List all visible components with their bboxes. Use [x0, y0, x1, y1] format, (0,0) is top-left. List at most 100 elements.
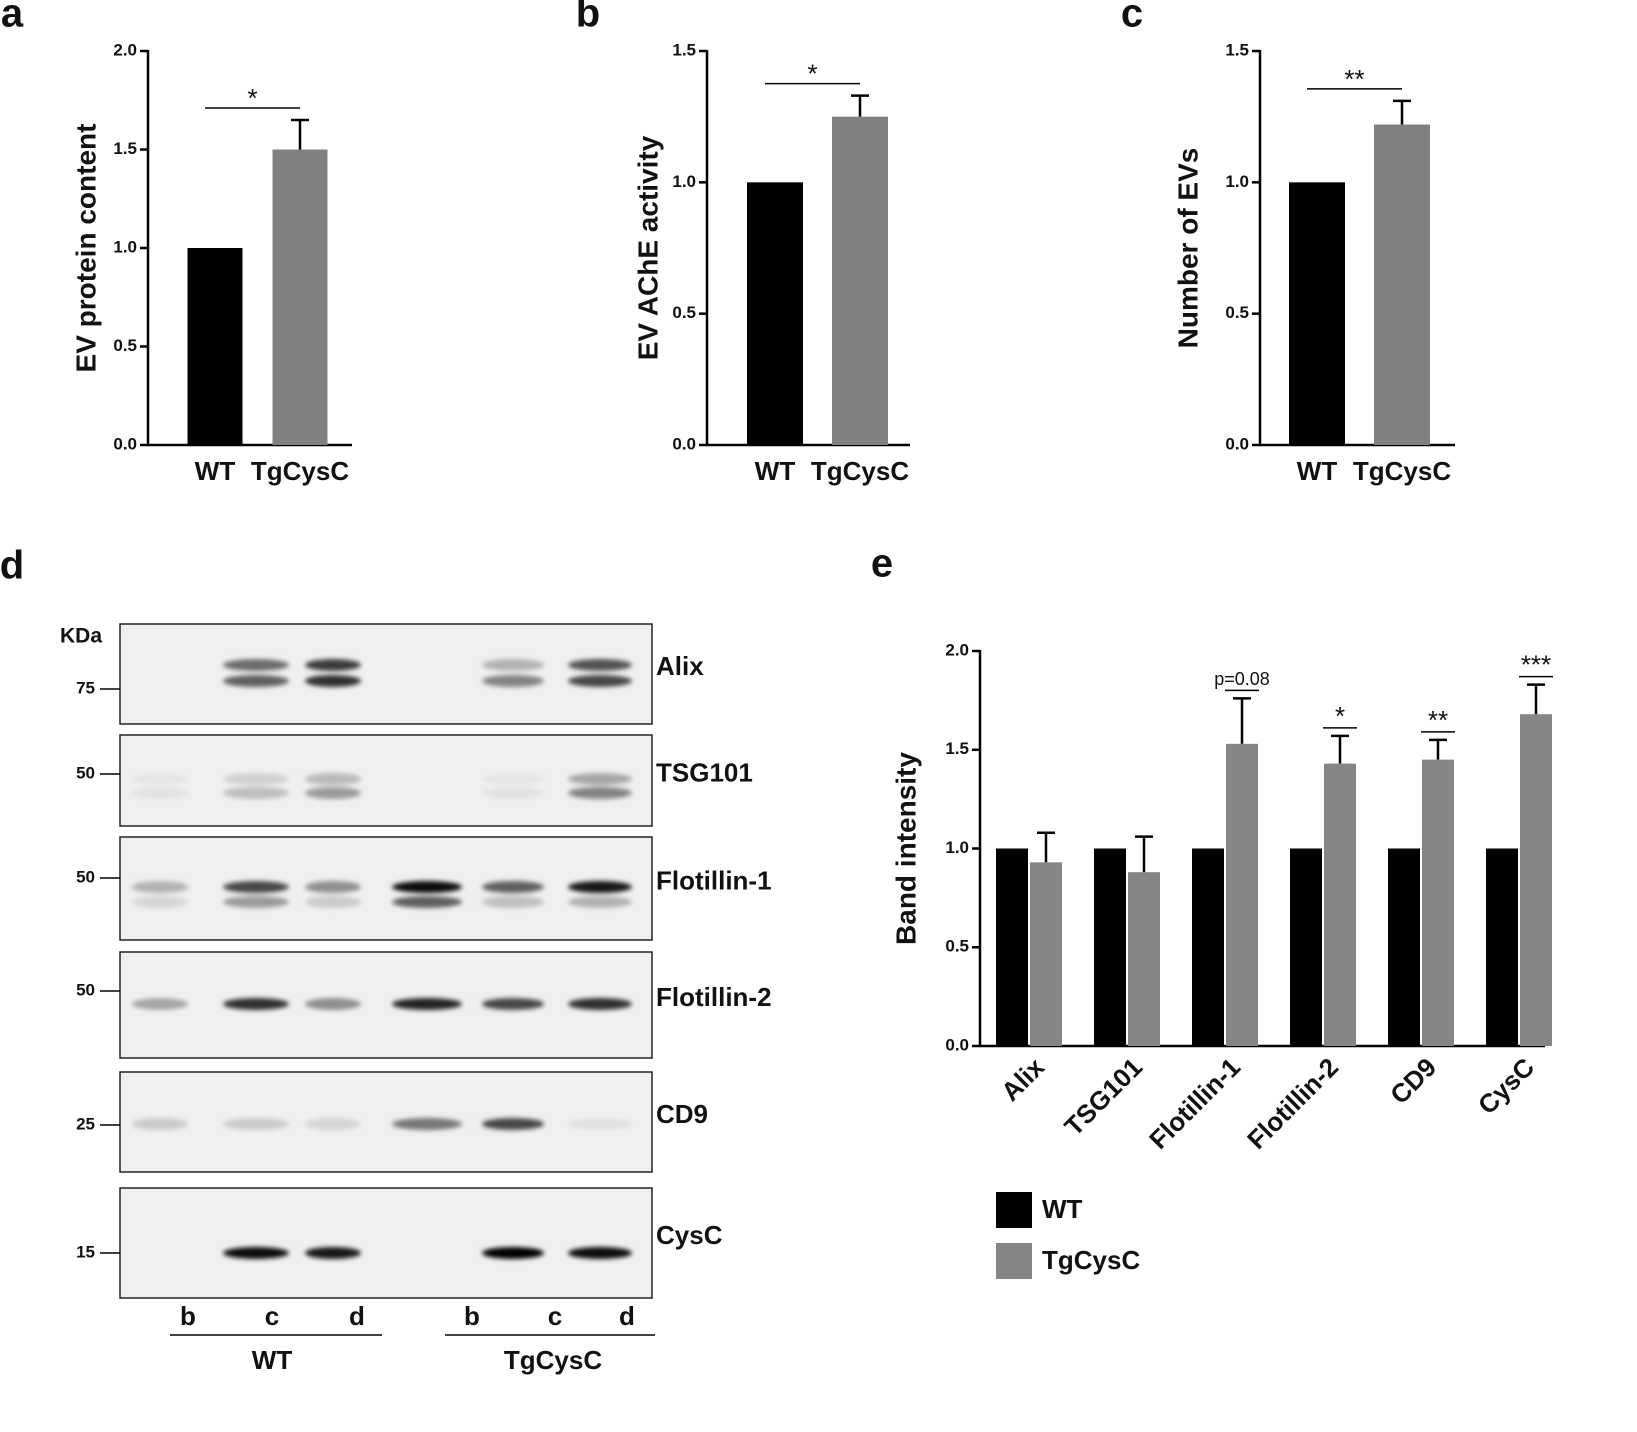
blot-band	[132, 1118, 188, 1130]
bar	[1128, 872, 1160, 1046]
blot-membrane	[119, 951, 653, 1059]
x-tick-label: TSG101	[1058, 1052, 1148, 1142]
blot-band	[482, 675, 544, 687]
protein-label: Flotillin-2	[656, 982, 772, 1012]
blot-band	[132, 998, 188, 1010]
blot-membrane	[119, 836, 653, 941]
significance-label: *	[247, 83, 257, 113]
bar	[1192, 848, 1224, 1046]
blot-band	[568, 896, 632, 908]
legend-label: TgCysC	[1042, 1245, 1140, 1275]
blot-band	[132, 773, 188, 785]
marker-label: 25	[76, 1114, 95, 1133]
x-tick-label: CysC	[1472, 1052, 1540, 1120]
marker-label: 50	[76, 763, 95, 782]
x-tick-label: TgCysC	[251, 456, 349, 486]
panel-label: b	[576, 0, 600, 36]
group-label: TgCysC	[504, 1345, 602, 1375]
y-tick-label: 0.0	[113, 434, 137, 453]
y-tick-label: 1.0	[945, 838, 969, 857]
x-tick-label: Flotillin-2	[1241, 1052, 1344, 1155]
y-tick-label: 1.0	[1225, 172, 1249, 191]
lane-label: d	[619, 1301, 635, 1331]
protein-label: CD9	[656, 1099, 708, 1129]
blot-band	[482, 1118, 544, 1130]
blot-band	[392, 1118, 462, 1130]
blot-band	[223, 896, 289, 908]
lane-label: c	[548, 1301, 562, 1331]
blot-band	[482, 787, 544, 799]
lane-label: d	[349, 1301, 365, 1331]
bar	[1388, 848, 1420, 1046]
blot-band	[223, 1247, 289, 1259]
y-tick-label: 0.5	[113, 336, 137, 355]
y-tick-label: 1.5	[113, 139, 137, 158]
bar	[1030, 862, 1062, 1046]
blot-band	[568, 1118, 632, 1130]
bar	[1289, 182, 1345, 446]
blot-band	[223, 675, 289, 687]
blot-band	[223, 787, 289, 799]
panel-label: a	[1, 0, 24, 36]
blot-band	[223, 998, 289, 1010]
bar	[747, 182, 803, 446]
blot-band	[392, 881, 462, 893]
unit-label: KDa	[60, 625, 102, 648]
blot-band	[305, 787, 361, 799]
y-tick-label: 0.0	[672, 434, 696, 453]
bar	[1520, 714, 1552, 1046]
y-tick-label: 1.0	[672, 172, 696, 191]
bar	[1374, 124, 1430, 446]
x-tick-label: WT	[755, 456, 796, 486]
blot-membrane	[119, 734, 653, 827]
blot	[119, 623, 653, 1299]
blot-band	[482, 659, 544, 671]
y-tick-label: 1.5	[1225, 40, 1249, 59]
significance-label: ***	[1521, 649, 1551, 679]
y-axis-label: Number of EVs	[1172, 148, 1203, 349]
y-tick-label: 1.5	[945, 739, 969, 758]
significance-label: p=0.08	[1214, 669, 1270, 689]
blot-band	[305, 659, 361, 671]
blot-band	[568, 675, 632, 687]
blot-band	[305, 998, 361, 1010]
x-tick-label: CD9	[1384, 1052, 1442, 1110]
blot-band	[305, 1118, 361, 1130]
y-axis-label: EV protein content	[70, 124, 101, 373]
protein-label: CysC	[656, 1220, 723, 1250]
panel-label: d	[0, 544, 24, 588]
x-tick-label: TgCysC	[1353, 456, 1451, 486]
blot-band	[482, 773, 544, 785]
marker-label: 75	[76, 678, 95, 697]
bar	[272, 149, 328, 445]
x-tick-label: Flotillin-1	[1143, 1052, 1246, 1155]
y-tick-label: 2.0	[113, 40, 137, 59]
blot-membrane	[119, 1187, 653, 1299]
bar	[832, 116, 888, 446]
lane-label: c	[265, 1301, 279, 1331]
protein-label: Alix	[656, 651, 704, 681]
blot-band	[223, 1118, 289, 1130]
blot-band	[305, 896, 361, 908]
x-tick-label: WT	[1297, 456, 1338, 486]
blot-band	[305, 881, 361, 893]
protein-label: Flotillin-1	[656, 865, 772, 895]
y-tick-label: 0.5	[1225, 303, 1249, 322]
group-label: WT	[252, 1345, 293, 1375]
bar	[187, 248, 243, 445]
bar	[1226, 743, 1258, 1046]
blot-band	[482, 881, 544, 893]
blot-band	[132, 881, 188, 893]
lane-label: b	[464, 1301, 480, 1331]
y-tick-label: 1.0	[113, 237, 137, 256]
bar	[1422, 759, 1454, 1046]
bar	[1094, 848, 1126, 1046]
x-tick-label: WT	[195, 456, 236, 486]
x-tick-label: Alix	[995, 1052, 1050, 1107]
marker-label: 50	[76, 980, 95, 999]
y-tick-label: 0.5	[945, 937, 969, 956]
bar	[1324, 763, 1356, 1046]
blot-band	[568, 787, 632, 799]
blot-band	[223, 773, 289, 785]
